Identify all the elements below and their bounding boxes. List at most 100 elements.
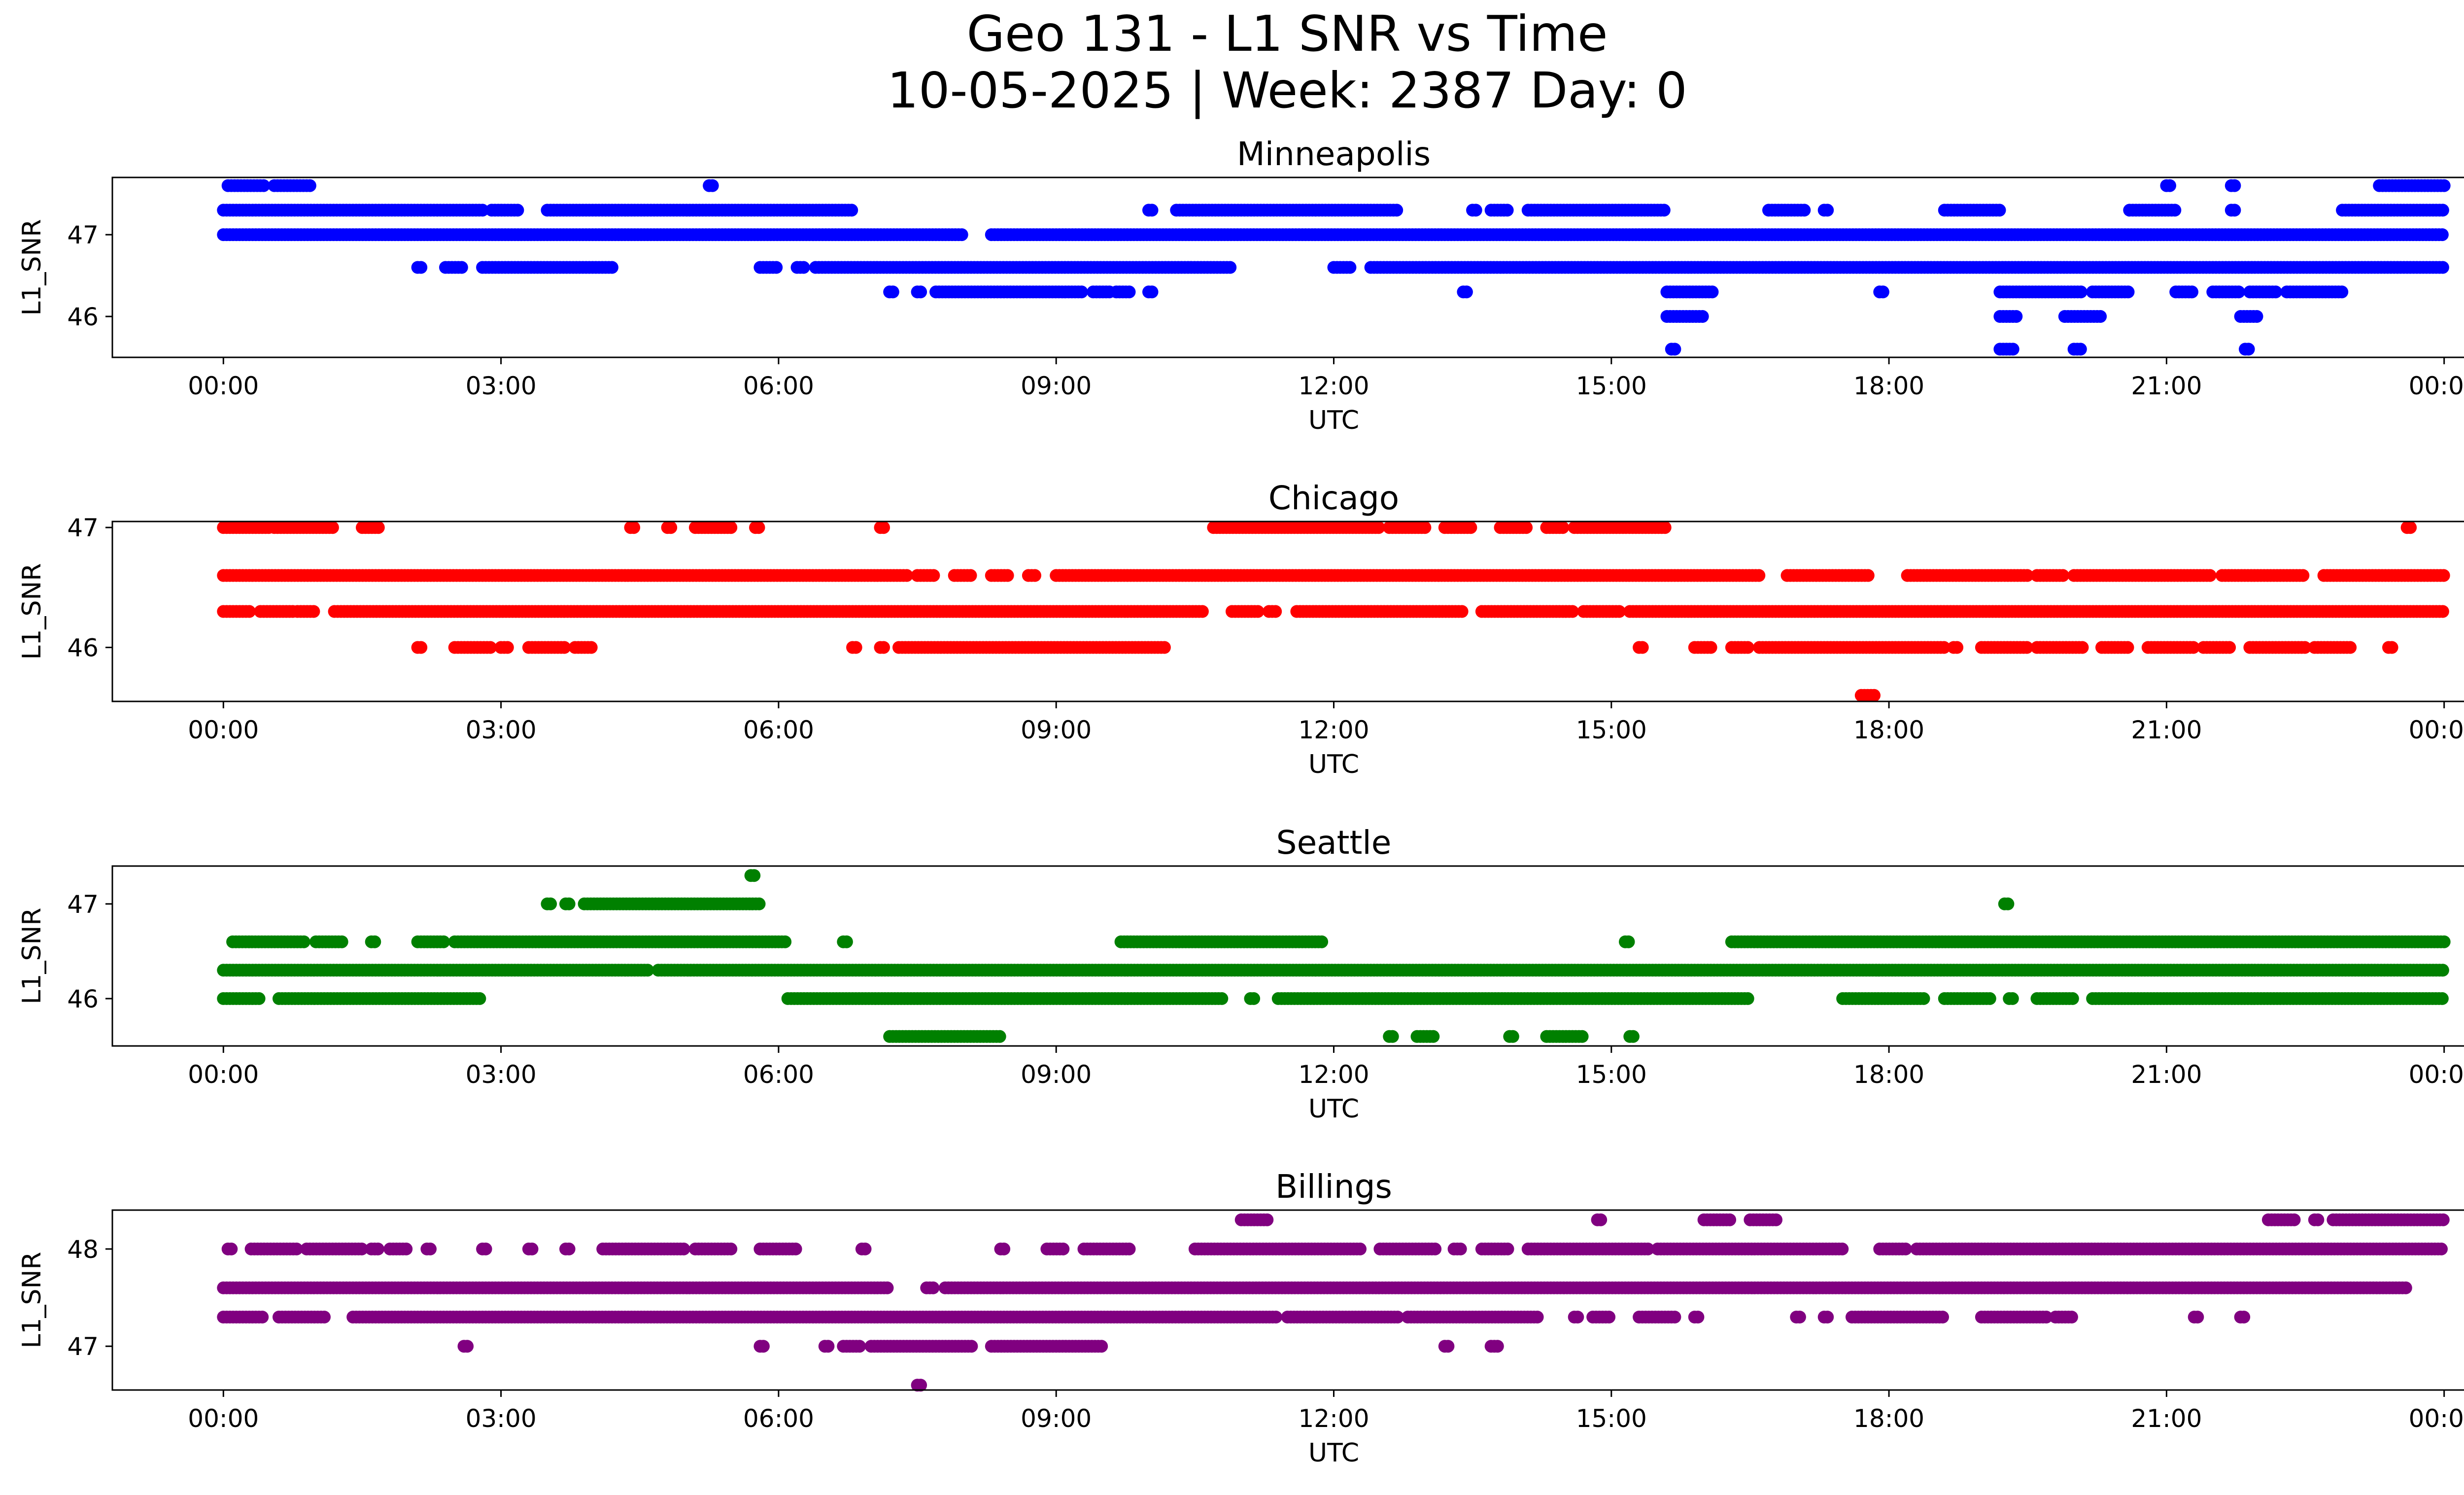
y-tick-label: 47 bbox=[67, 221, 99, 249]
data-point bbox=[1951, 641, 1964, 654]
data-point bbox=[335, 935, 348, 948]
data-point bbox=[627, 521, 641, 534]
data-point bbox=[1315, 935, 1329, 948]
data-point bbox=[2223, 641, 2236, 654]
data-point bbox=[2436, 605, 2449, 618]
data-point bbox=[1993, 204, 2006, 217]
data-point bbox=[1556, 521, 1570, 534]
subplot-title: Minneapolis bbox=[1237, 135, 1431, 173]
data-point bbox=[1696, 310, 1709, 323]
data-point bbox=[1464, 521, 1477, 534]
data-point bbox=[1145, 204, 1159, 217]
data-point bbox=[473, 992, 486, 1005]
subplot-title: Seattle bbox=[1276, 824, 1392, 862]
data-point bbox=[1390, 204, 1403, 217]
data-point bbox=[845, 204, 858, 217]
data-point bbox=[1798, 204, 1811, 217]
data-point bbox=[2296, 569, 2310, 582]
x-axis-label: UTC bbox=[1308, 750, 1359, 779]
x-tick-label: 06:00 bbox=[743, 716, 814, 744]
x-tick-label: 18:00 bbox=[1853, 372, 1924, 400]
data-point bbox=[2344, 641, 2357, 654]
data-point bbox=[511, 204, 524, 217]
y-axis-label: L1_SNR bbox=[17, 563, 47, 660]
data-point bbox=[2163, 179, 2176, 192]
series-points bbox=[217, 179, 2451, 356]
data-point bbox=[1706, 285, 1719, 299]
data-point bbox=[2203, 569, 2217, 582]
data-point bbox=[297, 935, 310, 948]
data-point bbox=[1372, 521, 1385, 534]
data-point bbox=[242, 605, 256, 618]
data-point bbox=[1196, 605, 1209, 618]
data-point bbox=[955, 228, 968, 242]
y-tick-label: 46 bbox=[67, 634, 99, 662]
data-point bbox=[964, 569, 977, 582]
data-point bbox=[1455, 605, 1469, 618]
x-tick-label: 00:00 bbox=[188, 372, 259, 400]
data-point bbox=[1741, 641, 1754, 654]
data-point bbox=[1668, 343, 1681, 356]
data-point bbox=[1269, 605, 1282, 618]
data-point bbox=[2186, 285, 2198, 299]
data-point bbox=[900, 569, 913, 582]
data-point bbox=[1501, 204, 1514, 217]
data-point bbox=[1636, 641, 1649, 654]
data-point bbox=[2076, 641, 2089, 654]
data-point bbox=[2436, 204, 2449, 217]
data-point bbox=[501, 641, 514, 654]
data-point bbox=[1418, 521, 1432, 534]
data-point bbox=[752, 521, 765, 534]
data-point bbox=[1251, 605, 1265, 618]
data-point bbox=[326, 521, 339, 534]
data-point bbox=[2001, 897, 2015, 910]
subplot-title: Chicago bbox=[1268, 479, 1399, 517]
data-point bbox=[455, 261, 468, 274]
data-point bbox=[1123, 285, 1136, 299]
data-point bbox=[252, 992, 266, 1005]
data-point bbox=[753, 897, 766, 910]
data-point bbox=[2436, 964, 2449, 977]
data-point bbox=[770, 261, 783, 274]
data-point bbox=[1658, 521, 1672, 534]
data-point bbox=[724, 521, 738, 534]
data-point bbox=[414, 261, 428, 274]
data-point bbox=[1224, 261, 1237, 274]
data-point bbox=[2006, 343, 2019, 356]
data-point bbox=[2436, 261, 2449, 274]
data-point bbox=[2168, 204, 2182, 217]
x-tick-label: 09:00 bbox=[1021, 716, 1092, 744]
y-tick-label: 47 bbox=[67, 514, 99, 542]
data-point bbox=[368, 935, 381, 948]
data-point bbox=[584, 641, 598, 654]
data-point bbox=[1001, 569, 1014, 582]
data-point bbox=[886, 285, 899, 299]
data-point bbox=[2228, 179, 2241, 192]
x-tick-label: 00:00 bbox=[2409, 716, 2464, 744]
data-point bbox=[372, 521, 385, 534]
data-point bbox=[257, 179, 270, 192]
data-point bbox=[797, 261, 810, 274]
figure-title-line2: 10-05-2025 | Week: 2387 Day: 0 bbox=[887, 62, 1687, 119]
data-point bbox=[2094, 310, 2107, 323]
data-point bbox=[562, 897, 576, 910]
data-point bbox=[840, 935, 853, 948]
data-point bbox=[2228, 204, 2241, 217]
data-point bbox=[1868, 689, 1881, 702]
data-point bbox=[1460, 285, 1473, 299]
x-tick-label: 03:00 bbox=[466, 372, 537, 400]
data-point bbox=[1566, 605, 1579, 618]
data-point bbox=[1752, 569, 1766, 582]
data-point bbox=[2074, 343, 2087, 356]
data-point bbox=[1520, 521, 1533, 534]
x-tick-label: 06:00 bbox=[743, 372, 814, 400]
x-tick-label: 12:00 bbox=[1298, 372, 1369, 400]
data-point bbox=[779, 935, 792, 948]
x-tick-label: 12:00 bbox=[1298, 716, 1369, 744]
figure-title-line1: Geo 131 - L1 SNR vs Time bbox=[967, 5, 1608, 63]
data-point bbox=[1469, 204, 1482, 217]
y-tick-label: 46 bbox=[67, 303, 99, 331]
data-point bbox=[307, 605, 320, 618]
